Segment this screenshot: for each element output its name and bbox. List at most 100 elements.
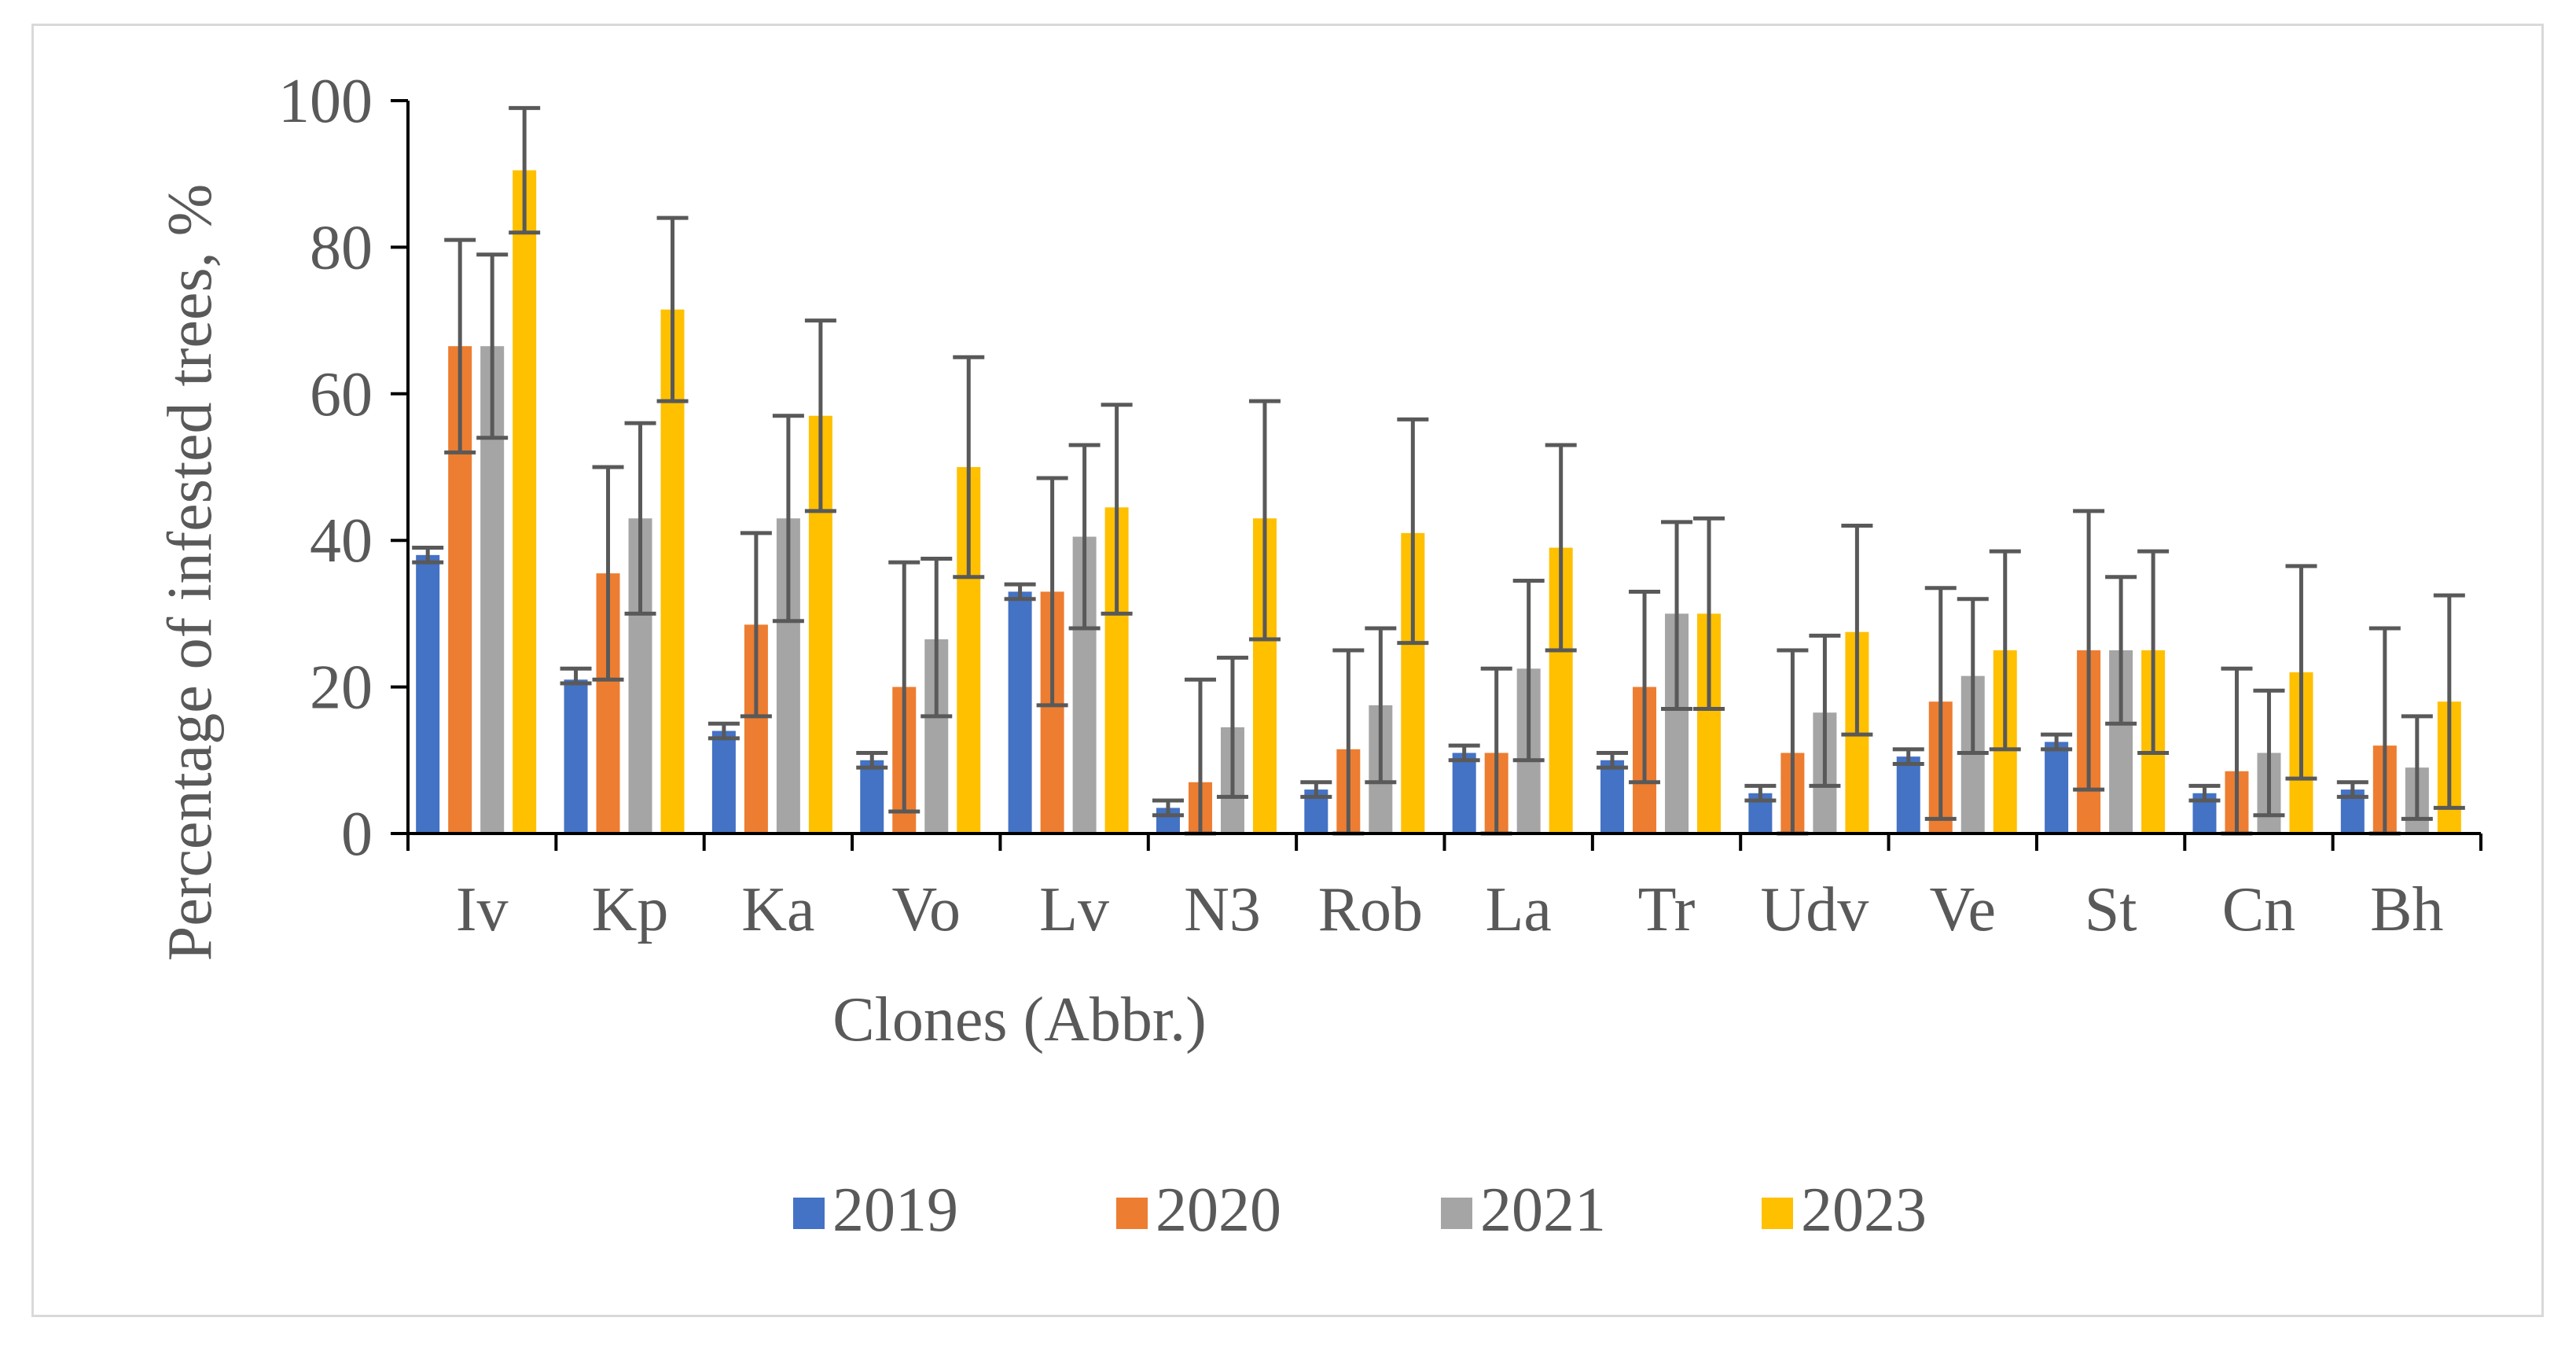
error-bar-2023-Tr	[1693, 516, 1725, 712]
bar-2023-Iv	[513, 170, 537, 834]
error-bar-2023-Udv	[1841, 524, 1873, 737]
bar-2019-Ka	[711, 731, 736, 834]
error-bar-2019-La	[1448, 743, 1480, 763]
error-bar-2021-La	[1512, 578, 1545, 763]
error-bar-2021-Kp	[624, 421, 656, 616]
error-bar-2019-Bh	[2336, 780, 2368, 799]
x-tick-label: Cn	[2222, 875, 2295, 944]
bar-2019-Tr	[1600, 760, 1625, 834]
error-bar-2021-St	[2105, 575, 2137, 726]
error-bar-2023-Ve	[1989, 549, 2021, 752]
x-axis-title: Clones (Abbr.)	[832, 985, 1207, 1054]
chart-frame: 0 20 40 60 80 100 Iv Kp Ka Vo Lv N3 Rob La Tr Udv Ve St C…	[31, 24, 2544, 1317]
legend-swatch	[1762, 1198, 1793, 1229]
x-tick-label: Tr	[1638, 875, 1696, 944]
y-tick-label: 100	[278, 67, 373, 136]
error-bar-2023-Bh	[2433, 593, 2465, 810]
error-bar-2020-Lv	[1036, 476, 1068, 708]
x-tick-label: Ka	[741, 875, 814, 944]
error-bar-2021-Udv	[1809, 633, 1841, 788]
error-bar-2023-N3	[1248, 399, 1281, 642]
error-bar-2020-Vo	[888, 560, 921, 814]
y-axis-ticks: 0 20 40 60 80 100	[278, 67, 408, 869]
error-bar-2023-Rob	[1397, 417, 1429, 646]
error-bar-2021-Rob	[1365, 626, 1397, 785]
error-bar-2019-St	[2041, 732, 2073, 752]
error-bar-2021-Tr	[1661, 520, 1693, 712]
axes	[391, 101, 2482, 851]
error-bar-2019-Udv	[1744, 783, 1777, 803]
error-bar-2021-Ka	[772, 414, 804, 624]
error-bar-2021-Iv	[476, 252, 509, 440]
bar-2019-St	[2045, 742, 2069, 834]
legend-item-2019: 2019	[793, 1176, 958, 1245]
error-bar-2020-Ka	[740, 531, 772, 719]
bar-2019-Iv	[416, 554, 440, 834]
legend-label: 2020	[1156, 1176, 1281, 1245]
bar-2019-Kp	[564, 679, 588, 834]
bar-2019-La	[1452, 753, 1476, 834]
error-bar-2023-Iv	[509, 105, 541, 235]
error-bar-2021-Ve	[1957, 597, 1989, 755]
x-tick-label: Bh	[2370, 875, 2443, 944]
legend-label: 2019	[832, 1176, 958, 1245]
error-bar-2019-Vo	[856, 750, 888, 770]
legend-label: 2021	[1480, 1176, 1606, 1245]
bar-chart: 0 20 40 60 80 100 Iv Kp Ka Vo Lv N3 Rob La Tr Udv Ve St C…	[156, 67, 2482, 1245]
error-bar-2023-St	[2137, 549, 2170, 755]
legend-item-2020: 2020	[1116, 1176, 1281, 1245]
error-bar-2021-Bh	[2401, 714, 2433, 821]
y-tick-label: 0	[341, 800, 373, 869]
error-bar-2019-Ve	[1892, 747, 1924, 766]
error-bar-2021-Vo	[921, 557, 953, 719]
error-bar-2019-Iv	[412, 546, 444, 565]
bar-2019-Lv	[1008, 591, 1032, 834]
x-tick-label: Rob	[1318, 875, 1423, 944]
bar-2019-Ve	[1896, 756, 1920, 834]
legend-swatch	[1441, 1198, 1472, 1229]
error-bar-2019-Kp	[560, 666, 592, 686]
x-tick-label: Iv	[456, 875, 509, 944]
error-bar-2020-Ve	[1924, 586, 1957, 821]
error-bar-2021-Cn	[2253, 688, 2285, 818]
error-bar-2019-Lv	[1004, 582, 1036, 602]
legend-swatch	[1116, 1198, 1148, 1229]
y-tick-label: 20	[310, 653, 373, 723]
error-bar-2023-Cn	[2285, 564, 2317, 781]
x-tick-label: St	[2085, 875, 2137, 944]
error-bars	[412, 105, 2465, 836]
y-tick-label: 40	[310, 506, 373, 576]
legend-item-2021: 2021	[1441, 1176, 1606, 1245]
error-bar-2023-Kp	[656, 215, 689, 403]
error-bar-2020-Tr	[1629, 589, 1661, 785]
x-tick-label: N3	[1184, 875, 1261, 944]
x-tick-label: Kp	[592, 875, 669, 944]
legend: 2019 2020 2021 2023	[793, 1176, 1927, 1245]
x-tick-label: Udv	[1761, 875, 1869, 944]
x-tick-label: La	[1485, 875, 1551, 944]
error-bar-2019-Ka	[707, 721, 740, 741]
error-bar-2020-St	[2073, 509, 2105, 792]
legend-item-2023: 2023	[1762, 1176, 1927, 1245]
y-tick-label: 60	[310, 360, 373, 429]
x-axis-tick-labels: Iv Kp Ka Vo Lv N3 Rob La Tr Udv Ve St Cn Bh	[456, 875, 2444, 944]
error-bar-2023-Ka	[804, 318, 836, 513]
error-bar-2021-Lv	[1068, 443, 1101, 631]
x-tick-label: Vo	[892, 875, 961, 944]
error-bar-2021-N3	[1216, 655, 1248, 799]
error-bar-2020-Iv	[444, 237, 476, 455]
error-bar-2019-Tr	[1597, 750, 1629, 770]
y-tick-label: 80	[310, 213, 373, 282]
x-tick-label: Ve	[1930, 875, 1996, 944]
legend-label: 2023	[1801, 1176, 1927, 1245]
legend-swatch	[793, 1198, 825, 1229]
error-bar-2019-Rob	[1300, 780, 1332, 799]
error-bar-2023-La	[1545, 443, 1577, 653]
error-bar-2019-Cn	[2188, 783, 2221, 803]
bar-2019-Vo	[860, 760, 884, 834]
y-axis-title: Percentage of infested trees, %	[156, 184, 225, 961]
error-bar-2023-Vo	[953, 355, 985, 580]
x-tick-label: Lv	[1039, 875, 1109, 944]
error-bar-2023-Lv	[1101, 403, 1133, 616]
error-bar-2020-Kp	[592, 465, 624, 682]
